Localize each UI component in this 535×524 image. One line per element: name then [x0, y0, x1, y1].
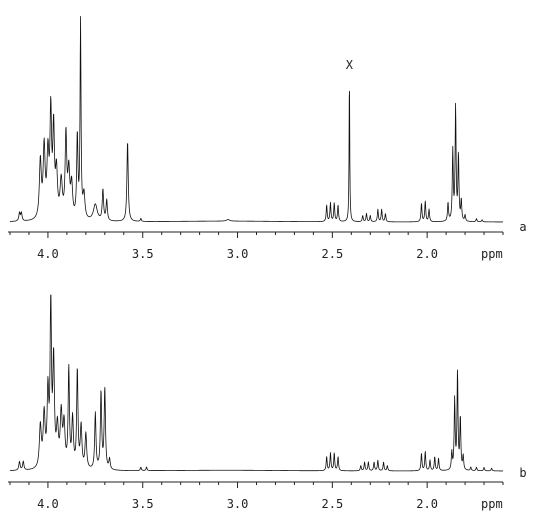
spectrum-panel-a: 4.0 3.5 3.0 2.5 2.0 ppm a X — [8, 16, 527, 261]
tick-label: 2.0 — [416, 247, 438, 261]
panel-label-b: b — [519, 466, 526, 480]
spectrum-trace-b — [9, 294, 504, 472]
x-axis-ticks-a: 4.0 3.5 3.0 2.5 2.0 — [9, 232, 504, 261]
tick-label: 3.0 — [227, 497, 249, 511]
tick-label: 2.5 — [322, 247, 344, 261]
spectrum-panel-b: 4.0 3.5 3.0 2.5 2.0 ppm b — [8, 294, 527, 511]
tick-label: 4.0 — [37, 497, 59, 511]
tick-label: 2.0 — [416, 497, 438, 511]
tick-label: 3.5 — [132, 247, 154, 261]
tick-label: 3.5 — [132, 497, 154, 511]
x-axis-unit-b: ppm — [481, 497, 503, 511]
tick-label: 2.5 — [322, 497, 344, 511]
tick-label: 3.0 — [227, 247, 249, 261]
x-axis-unit-a: ppm — [481, 247, 503, 261]
tick-label: 4.0 — [37, 247, 59, 261]
panel-label-a: a — [519, 220, 526, 234]
spectrum-trace-a — [9, 16, 504, 223]
x-axis-ticks-b: 4.0 3.5 3.0 2.5 2.0 — [9, 482, 504, 511]
impurity-marker-x: X — [346, 58, 354, 72]
